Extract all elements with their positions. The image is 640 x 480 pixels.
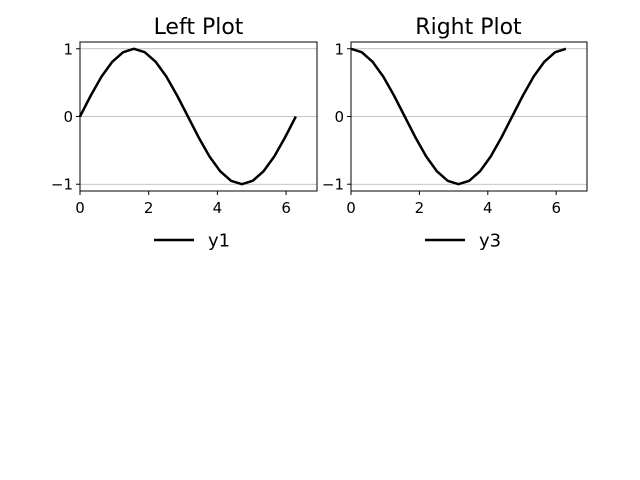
right-plot-legend: y3 — [425, 231, 501, 252]
right-legend-label: y3 — [479, 231, 501, 252]
left-legend-label: y1 — [208, 231, 230, 252]
right-plot-area: 0 2 4 6−101 — [322, 40, 588, 217]
left-x-tick-label-3: 6 — [281, 199, 291, 217]
right-y-tick-label-1: 0 — [334, 108, 344, 126]
right-y-tick-label-2: 1 — [334, 40, 344, 58]
right-x-tick-label-3: 6 — [551, 199, 561, 217]
right-x-tick-label-2: 4 — [483, 199, 493, 217]
left-y-tick-label-0: −1 — [51, 176, 73, 194]
left-subplot: Left Plot 0 2 4 6−101 y1 — [51, 15, 318, 252]
right-series-line-y3 — [350, 47, 567, 186]
left-plot-area: 0 2 4 6−101 — [51, 40, 318, 217]
right-subplot: Right Plot 0 2 4 6−101 y3 — [322, 15, 588, 252]
left-y-tick-label-1: 0 — [63, 108, 73, 126]
left-y-tick-label-2: 1 — [63, 40, 73, 58]
left-series-line-y1 — [78, 47, 297, 186]
left-x-tick-label-0: 0 — [75, 199, 85, 217]
right-y-tick-label-0: −1 — [322, 176, 344, 194]
right-plot-title: Right Plot — [415, 15, 522, 40]
left-plot-title: Left Plot — [154, 15, 244, 40]
left-plot-legend: y1 — [154, 231, 230, 252]
right-x-tick-label-0: 0 — [346, 199, 356, 217]
left-x-tick-label-1: 2 — [144, 199, 154, 217]
right-x-tick-label-1: 2 — [415, 199, 425, 217]
left-x-tick-label-2: 4 — [213, 199, 223, 217]
